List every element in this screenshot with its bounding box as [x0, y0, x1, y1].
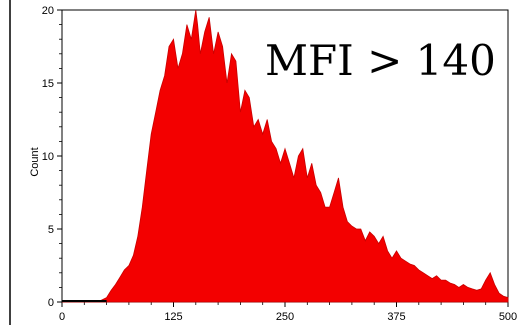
y-tick-label: 10	[42, 151, 54, 163]
y-tick-label: 15	[42, 78, 54, 90]
x-tick-label: 0	[59, 311, 65, 323]
histogram-area	[62, 9, 509, 303]
y-tick-label: 0	[48, 297, 54, 309]
x-tick-label: 250	[276, 311, 294, 323]
x-tick-label: 125	[164, 311, 182, 323]
y-tick-label: 20	[42, 5, 54, 17]
y-axis-title: Count	[29, 147, 41, 176]
y-tick-label: 5	[48, 224, 54, 236]
x-tick-label: 500	[499, 311, 517, 323]
x-tick-label: 375	[387, 311, 405, 323]
mfi-annotation: MFI > 140	[265, 36, 496, 85]
